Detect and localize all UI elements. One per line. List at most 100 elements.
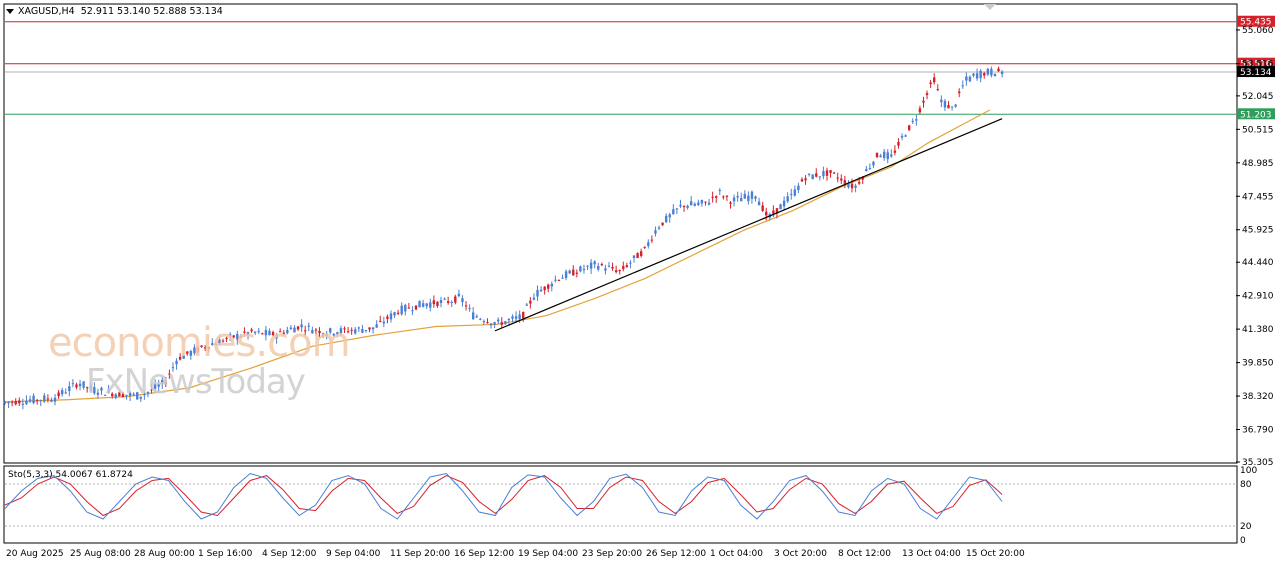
candle-body	[307, 325, 310, 327]
candle-body	[550, 283, 554, 287]
candle-body	[614, 270, 618, 272]
candle-body	[461, 298, 464, 303]
candle-body	[85, 387, 89, 389]
candle-body	[704, 201, 707, 203]
candle-body	[339, 328, 343, 334]
x-tick-label: 28 Aug 00:00	[134, 549, 195, 559]
trendline-segment	[494, 118, 1003, 332]
level-price-tag	[1237, 15, 1275, 27]
candle-body	[757, 201, 761, 206]
y-tick-label: 38.320	[1242, 392, 1274, 402]
candle-body	[225, 337, 228, 339]
candle-body	[128, 392, 132, 396]
y-tick-label: 41.380	[1242, 325, 1274, 335]
candle-body	[572, 269, 575, 276]
candle-body	[675, 208, 679, 210]
candle-body	[711, 196, 714, 198]
candle-body	[429, 302, 432, 308]
candle-body	[693, 203, 696, 206]
x-tick-label: 9 Sep 04:00	[326, 549, 381, 559]
candle-body	[843, 180, 847, 184]
candle-body	[107, 389, 110, 393]
candle-body	[139, 396, 143, 399]
candle-body	[604, 268, 607, 271]
candle-body	[39, 399, 42, 402]
candle-body	[3, 401, 7, 404]
trendline	[494, 118, 1003, 332]
symbol-label: XAGUSD,H4	[18, 6, 75, 17]
candle-body	[411, 310, 414, 312]
dropdown-triangle-icon[interactable]	[6, 9, 14, 14]
candle-body	[761, 205, 764, 211]
candle-body	[750, 191, 754, 199]
ma-line	[4, 109, 991, 403]
candle-body	[32, 395, 35, 404]
candle-body	[71, 383, 75, 385]
candle-body	[282, 332, 285, 334]
candle-body	[832, 172, 836, 174]
candle-body	[243, 331, 246, 333]
candle-body	[354, 329, 357, 334]
candle-body	[554, 279, 557, 281]
candle-body	[82, 381, 85, 388]
candle-body	[60, 390, 64, 395]
candle-body	[446, 301, 450, 303]
candle-body	[922, 100, 925, 103]
stochastic-label: Sto(5,3,3) 54.0067 61.8724	[8, 470, 133, 480]
candle-body	[786, 196, 789, 202]
candle-body	[643, 246, 646, 248]
candle-body	[943, 100, 947, 108]
watermark-economies: economies.com	[48, 320, 351, 366]
candle-body	[118, 392, 121, 397]
x-tick-label: 1 Oct 04:00	[710, 549, 763, 559]
candle-body	[875, 152, 879, 158]
candle-body	[754, 196, 757, 199]
candle-body	[489, 323, 493, 326]
candle-body	[639, 251, 643, 257]
candle-body	[486, 322, 489, 324]
candle-body	[89, 385, 92, 391]
candle-body	[43, 395, 46, 402]
candle-body	[518, 314, 521, 320]
candle-body	[947, 105, 950, 109]
candle-body	[393, 312, 396, 316]
candle-body	[707, 202, 711, 205]
candle-body	[868, 168, 872, 170]
candle-body	[289, 327, 293, 330]
candle-body	[847, 184, 850, 188]
candle-body	[589, 262, 593, 269]
candle-body	[972, 73, 975, 76]
candle-body	[954, 104, 957, 107]
candle-body	[811, 174, 814, 180]
candle-body	[318, 330, 321, 334]
candle-body	[21, 403, 25, 405]
candle-body	[579, 266, 582, 272]
candle-body	[386, 316, 389, 319]
candle-body	[286, 329, 289, 334]
y-tick-label: 53.516	[1242, 60, 1274, 70]
candle-body	[539, 289, 543, 292]
y-tick-label: 35.305	[1242, 458, 1274, 468]
candle-body	[443, 298, 446, 300]
candle-body	[629, 262, 632, 264]
candle-body	[93, 387, 96, 394]
candle-body	[968, 76, 972, 82]
candle-body	[575, 272, 579, 274]
candle-body	[925, 93, 929, 95]
candle-body	[103, 394, 107, 396]
candle-body	[57, 392, 60, 397]
level-price-tag	[1237, 66, 1275, 78]
candle-body	[647, 242, 650, 246]
candle-body	[715, 196, 718, 198]
candle-body	[389, 313, 393, 320]
candle-body	[464, 305, 468, 307]
candle-body	[618, 270, 621, 272]
x-tick-label: 3 Oct 20:00	[774, 549, 827, 559]
candle-body	[857, 181, 861, 184]
candle-body	[153, 383, 157, 389]
chart-shift-marker-icon[interactable]	[984, 4, 996, 10]
candle-body	[25, 400, 28, 405]
y-tick-label: 44.440	[1242, 258, 1274, 268]
candle-body	[368, 327, 371, 330]
